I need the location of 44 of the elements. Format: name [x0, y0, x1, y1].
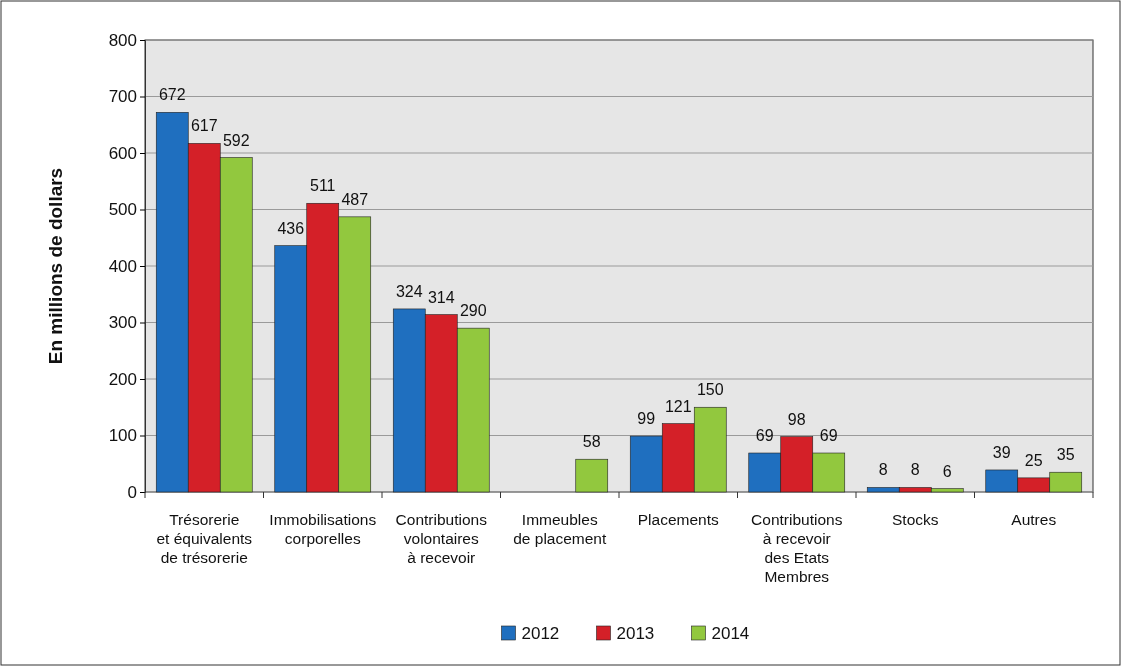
data-label: 98	[787, 410, 806, 428]
data-label: 69	[819, 427, 838, 445]
data-label: 6	[942, 462, 952, 480]
data-label: 672	[158, 86, 186, 104]
y-tick-label: 600	[108, 143, 137, 163]
x-tick-label: Autres	[1011, 511, 1057, 528]
legend-label: 2014	[711, 624, 750, 643]
data-label: 121	[664, 397, 692, 415]
x-tick-label: Trésorerie et équivalents de trésorerie	[156, 511, 253, 566]
legend-label: 2013	[616, 624, 655, 643]
y-tick-label: 200	[108, 369, 137, 389]
data-label: 8	[878, 461, 888, 479]
data-label: 290	[459, 302, 487, 320]
data-label: 314	[427, 288, 455, 306]
data-label: 617	[190, 117, 218, 135]
x-tick-label: Placements	[637, 511, 719, 528]
x-tick-label: Immeubles de placement	[513, 511, 607, 547]
data-label: 324	[395, 282, 423, 300]
data-label: 69	[755, 427, 774, 445]
x-tick-label: Immobilisations corporelles	[269, 511, 377, 547]
data-label: 35	[1056, 446, 1075, 464]
data-label: 592	[222, 131, 250, 149]
data-label: 39	[992, 443, 1011, 461]
data-label: 436	[277, 219, 305, 237]
data-label: 25	[1024, 451, 1043, 469]
legend-label: 2012	[521, 624, 560, 643]
data-label: 99	[637, 410, 656, 428]
data-label: 150	[696, 381, 724, 399]
x-tick-label: Contributions à recevoir des Etats Membres	[751, 511, 843, 585]
y-tick-label: 800	[108, 30, 137, 50]
bar	[575, 458, 609, 493]
x-tick-label: Contributions volontaires à recevoir	[395, 511, 488, 566]
data-label: 8	[910, 461, 920, 479]
data-label: 58	[582, 433, 601, 451]
y-tick-label: 400	[108, 256, 137, 276]
y-axis-title: En millions de dollars	[45, 167, 66, 365]
data-label: 487	[341, 190, 369, 208]
y-tick-label: 100	[108, 426, 137, 446]
y-tick-label: 0	[127, 482, 137, 502]
y-tick-label: 500	[108, 200, 137, 220]
y-tick-label: 700	[108, 87, 137, 107]
y-tick-label: 300	[108, 313, 137, 333]
x-tick-label: Stocks	[891, 511, 939, 528]
data-label: 511	[309, 177, 336, 195]
